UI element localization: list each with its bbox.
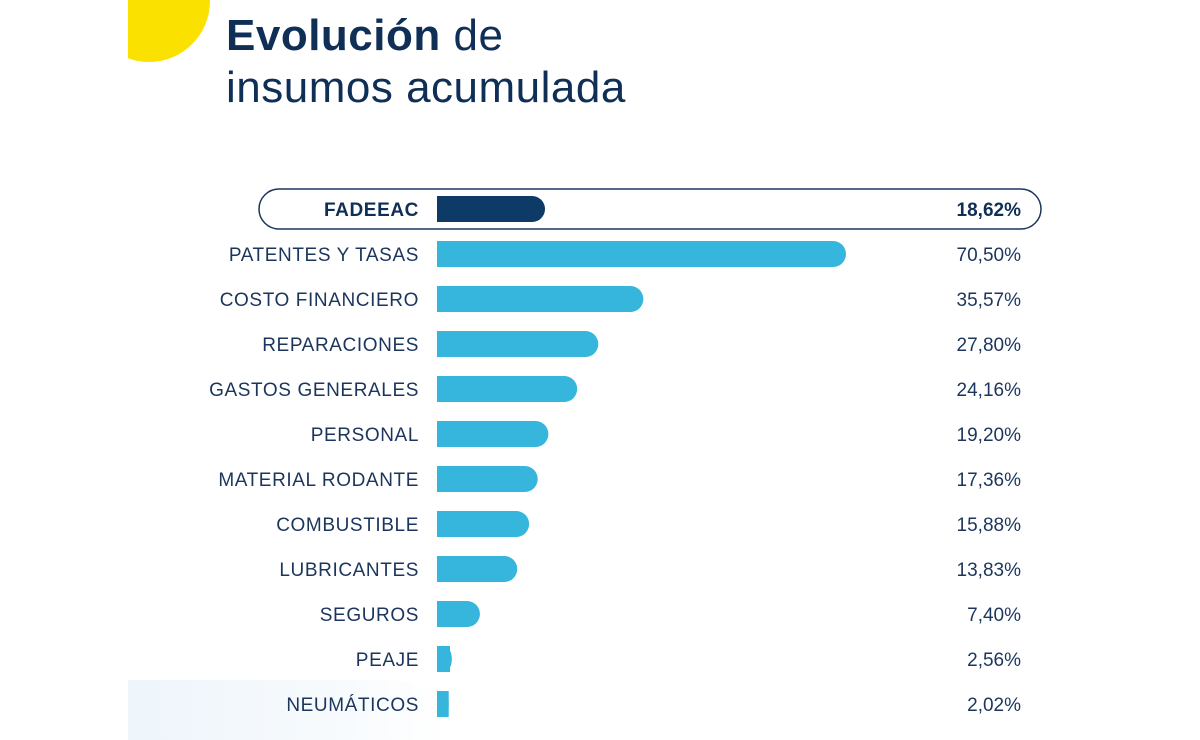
bar [437,286,644,312]
category-label: GASTOS GENERALES [209,380,419,401]
value-label: 18,62% [957,200,1022,221]
chart-title: Evolución de insumos acumulada [226,10,626,114]
value-label: 24,16% [957,380,1022,401]
value-label: 7,40% [967,605,1021,626]
category-label: FADEEAC [324,200,419,221]
bar [437,196,546,222]
value-label: 17,36% [957,470,1022,491]
bar [437,556,518,582]
value-label: 15,88% [957,515,1022,536]
bar [437,241,846,267]
bottom-wave-decoration [128,680,448,740]
value-label: 27,80% [957,335,1022,356]
bar-left-edge [437,331,450,357]
bar-left-edge [437,601,450,627]
category-label: MATERIAL RODANTE [218,470,419,491]
bar-left-edge [437,196,450,222]
category-label: SEGUROS [320,605,419,626]
bar [437,376,578,402]
bar-left-edge [437,691,449,717]
bar-left-edge [437,286,450,312]
bar [437,421,549,447]
category-label: REPARACIONES [262,335,419,356]
bar-left-edge [437,511,450,537]
title-rest: de [453,11,504,60]
category-label: COSTO FINANCIERO [220,290,419,311]
category-label: NEUMÁTICOS [286,695,419,716]
value-label: 19,20% [957,425,1022,446]
value-label: 35,57% [957,290,1022,311]
value-label: 2,56% [967,650,1021,671]
value-label: 70,50% [957,245,1022,266]
category-label: COMBUSTIBLE [276,515,419,536]
title-line-2: insumos acumulada [226,63,626,112]
bar [437,511,530,537]
bar-left-edge [437,376,450,402]
category-label: PERSONAL [311,425,419,446]
bar-left-edge [437,646,450,672]
category-label: LUBRICANTES [279,560,419,581]
infographic-panel [128,0,1072,740]
title-bold: Evolución [226,11,441,60]
category-label: PATENTES Y TASAS [229,245,419,266]
highlight-row-frame [258,188,1042,230]
category-label: PEAJE [356,650,419,671]
bar-left-edge [437,466,450,492]
value-label: 13,83% [957,560,1022,581]
bar [437,466,538,492]
bar-left-edge [437,556,450,582]
bar-left-edge [437,241,450,267]
bar-left-edge [437,421,450,447]
value-label: 2,02% [967,695,1021,716]
title-line-1: Evolución de [226,10,626,62]
bar [437,331,599,357]
